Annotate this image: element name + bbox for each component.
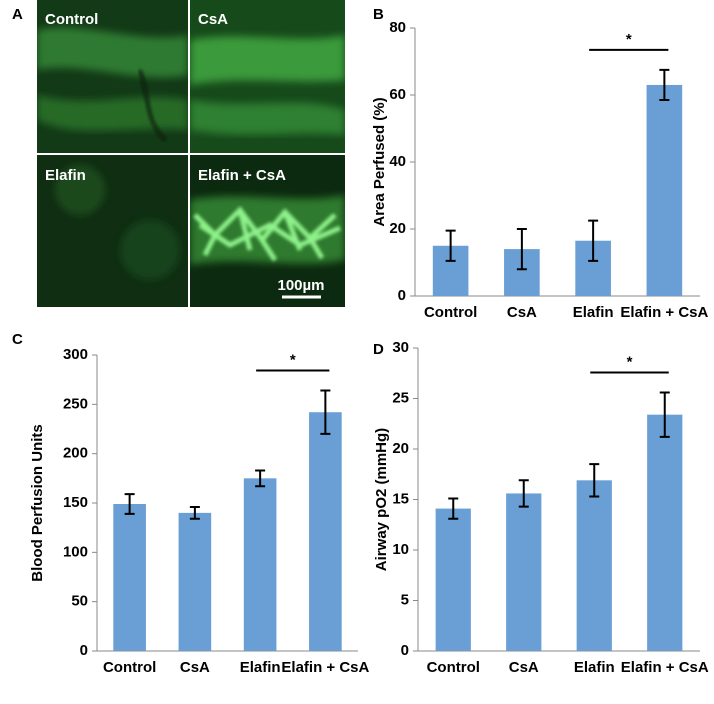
panel-label: D: [373, 341, 384, 358]
bar: [243, 478, 277, 651]
y-tick-label: 0: [401, 642, 409, 659]
y-tick-label: 5: [401, 591, 409, 608]
y-tick-label: 100: [63, 543, 88, 560]
y-axis-title: Area Perfused (%): [371, 97, 388, 226]
x-tick-label: CsA: [179, 659, 210, 676]
x-tick-label: Control: [102, 659, 157, 676]
y-tick-label: 10: [392, 541, 409, 558]
panel-label: C: [12, 331, 23, 348]
error-bar: [659, 68, 670, 102]
error-bar: [448, 497, 459, 520]
error-bar: [659, 391, 670, 438]
scale-bar-label: 100µm: [277, 277, 324, 294]
image-label: Control: [45, 11, 98, 28]
x-tick-label-box: CsA: [179, 659, 210, 676]
x-tick-label: CsA: [508, 659, 539, 676]
error-bar: [516, 228, 527, 271]
error-bar: [255, 469, 266, 488]
error-bar: [445, 229, 456, 262]
x-tick-label-box: Elafin + CsA: [620, 659, 709, 676]
x-tick-label-box: CsA: [506, 304, 537, 321]
bar: [646, 84, 683, 296]
significance-label: *: [290, 351, 296, 368]
y-tick-label: 25: [392, 389, 409, 406]
y-tick-label: 50: [71, 593, 88, 610]
y-tick-label: 30: [392, 339, 409, 356]
error-bar: [124, 493, 135, 515]
x-tick-label-box: Control: [426, 659, 480, 676]
significance-label: *: [626, 31, 632, 48]
x-tick-label-box: Elafin: [572, 304, 614, 321]
bar: [435, 508, 471, 651]
y-tick-label: 250: [63, 395, 88, 412]
y-tick-label: 20: [392, 440, 409, 457]
x-tick-label-box: CsA: [508, 659, 539, 676]
panel-label: B: [373, 6, 384, 23]
image-label: CsA: [198, 11, 228, 28]
error-bar: [588, 219, 599, 262]
y-tick-label: 60: [389, 86, 406, 103]
bar: [309, 412, 342, 651]
error-bar: [320, 389, 331, 435]
x-tick-label: Elafin: [572, 304, 614, 321]
x-tick-label-box: Elafin + CsA: [620, 304, 709, 321]
x-tick-label: Elafin: [239, 659, 281, 676]
bar: [576, 480, 612, 651]
y-tick-label: 15: [392, 490, 409, 507]
bar: [178, 512, 212, 651]
y-tick-label: 40: [389, 153, 406, 170]
y-tick-label: 0: [80, 642, 88, 659]
x-tick-label-box: Control: [423, 304, 478, 321]
y-tick-label: 150: [63, 494, 88, 511]
bar: [506, 493, 542, 651]
y-tick-label: 20: [389, 220, 406, 237]
image-label: Elafin: [45, 167, 86, 184]
y-tick-label: 80: [389, 19, 406, 36]
x-tick-label-box: Elafin: [239, 659, 281, 676]
bar: [647, 414, 683, 651]
x-tick-label: Elafin: [573, 659, 615, 676]
x-tick-label: Control: [423, 304, 478, 321]
x-tick-label: Elafin + CsA: [620, 659, 709, 676]
x-tick-label-box: Control: [102, 659, 157, 676]
y-tick-label: 300: [63, 346, 88, 363]
x-tick-label-box: Elafin: [573, 659, 615, 676]
panel-label: A: [12, 6, 23, 23]
bar: [113, 503, 146, 651]
y-tick-label: 200: [63, 445, 88, 462]
error-bar: [189, 505, 200, 520]
x-tick-label: CsA: [506, 304, 537, 321]
x-tick-label-box: Elafin + CsA: [281, 659, 370, 676]
x-tick-label: Elafin + CsA: [620, 304, 709, 321]
micrograph-panel: Control CsA Elafin Elafin + CsA 100µm: [37, 0, 345, 307]
y-axis-title: Airway pO2 (mmHg): [373, 428, 390, 571]
error-bar: [518, 479, 529, 508]
image-label: Elafin + CsA: [198, 167, 286, 184]
y-tick-label: 0: [398, 287, 406, 304]
significance-label: *: [627, 353, 633, 370]
x-tick-label: Control: [426, 659, 480, 676]
error-bar: [589, 463, 600, 498]
x-tick-label: Elafin + CsA: [281, 659, 370, 676]
y-axis-title: Blood Perfusion Units: [29, 424, 46, 582]
